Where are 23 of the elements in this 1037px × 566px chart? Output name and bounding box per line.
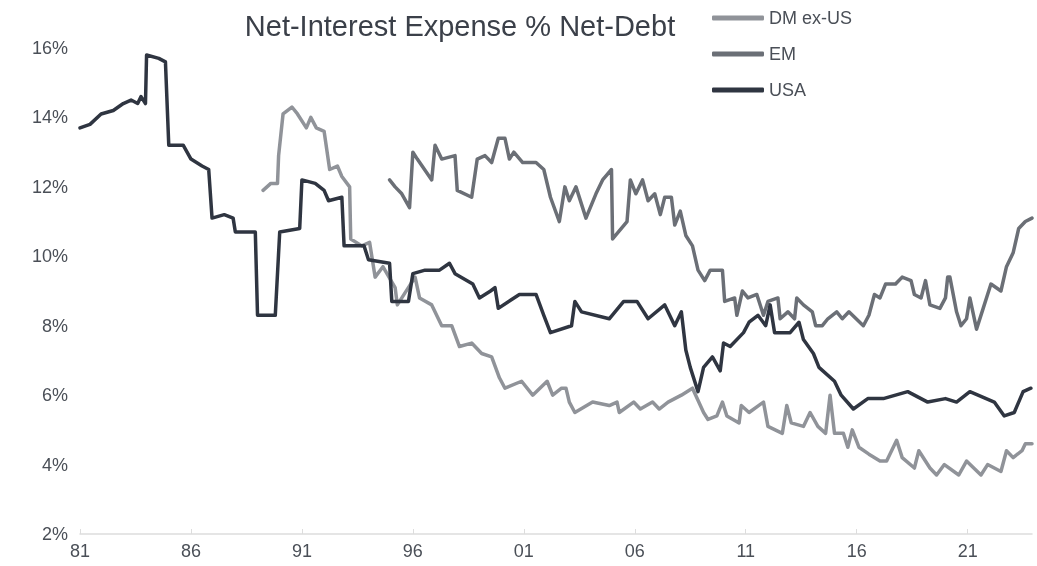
- x-tick-label: 11: [736, 541, 756, 561]
- legend-label: DM ex-US: [769, 8, 853, 28]
- y-tick-label: 6%: [41, 385, 68, 406]
- legend-label: EM: [769, 44, 796, 64]
- x-tick-label: 21: [957, 541, 978, 561]
- line-series: [387, 136, 1034, 331]
- y-tick-label: 4%: [41, 454, 68, 475]
- legend-label: USA: [769, 80, 807, 100]
- line-series: [261, 105, 1034, 477]
- y-tick-label: 12%: [31, 176, 68, 197]
- x-tick-label: 86: [180, 541, 201, 561]
- y-tick-label: 2%: [41, 524, 68, 544]
- y-tick-label: 10%: [31, 246, 68, 267]
- y-tick-label: 14%: [31, 107, 68, 128]
- x-tick-label: 91: [291, 541, 312, 561]
- y-tick-label: 8%: [41, 315, 68, 336]
- x-tick-label: 01: [513, 541, 534, 561]
- x-tick-label: 96: [402, 541, 423, 561]
- x-tick-label: 16: [846, 541, 867, 561]
- x-tick-label: 81: [69, 541, 91, 561]
- chart-title: Net-Interest Expense % Net-Debt: [244, 9, 676, 42]
- x-tick-label: 06: [624, 541, 645, 561]
- y-tick-label: 16%: [31, 38, 68, 58]
